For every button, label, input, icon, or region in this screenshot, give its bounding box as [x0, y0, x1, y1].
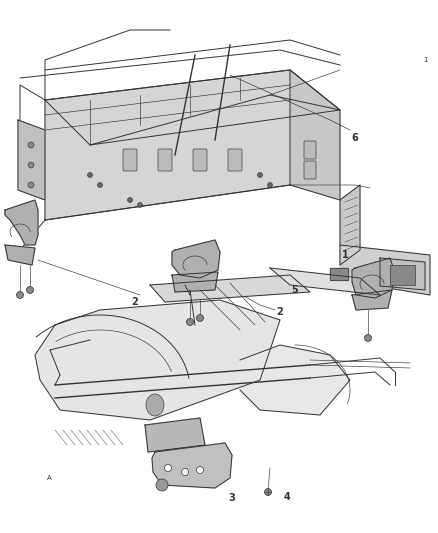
Polygon shape	[172, 240, 220, 278]
Text: 1: 1	[342, 250, 348, 260]
Polygon shape	[45, 70, 340, 145]
Polygon shape	[380, 258, 425, 290]
Polygon shape	[5, 245, 35, 265]
Ellipse shape	[28, 182, 34, 188]
Text: 2: 2	[277, 307, 283, 317]
Polygon shape	[172, 272, 218, 292]
Polygon shape	[330, 268, 348, 280]
Ellipse shape	[146, 394, 164, 416]
Ellipse shape	[197, 466, 204, 473]
Text: 2: 2	[132, 297, 138, 307]
Ellipse shape	[98, 182, 102, 188]
Ellipse shape	[138, 203, 142, 207]
FancyBboxPatch shape	[390, 265, 415, 285]
Ellipse shape	[127, 198, 133, 203]
Polygon shape	[270, 268, 380, 295]
Polygon shape	[340, 245, 430, 295]
Polygon shape	[35, 300, 280, 420]
Text: A: A	[47, 475, 52, 481]
Ellipse shape	[88, 173, 92, 177]
FancyBboxPatch shape	[228, 149, 242, 171]
FancyBboxPatch shape	[304, 141, 316, 159]
Polygon shape	[340, 185, 360, 265]
Polygon shape	[290, 70, 340, 200]
Polygon shape	[152, 443, 232, 488]
Text: 4: 4	[284, 492, 290, 502]
Polygon shape	[150, 275, 310, 302]
Polygon shape	[45, 70, 290, 220]
Polygon shape	[145, 418, 205, 452]
Ellipse shape	[181, 469, 188, 475]
Polygon shape	[352, 290, 392, 310]
Ellipse shape	[197, 314, 204, 321]
Polygon shape	[5, 200, 38, 245]
Ellipse shape	[265, 489, 272, 496]
Polygon shape	[240, 345, 350, 415]
FancyBboxPatch shape	[304, 161, 316, 179]
Ellipse shape	[156, 479, 168, 491]
Ellipse shape	[28, 162, 34, 168]
Polygon shape	[18, 120, 45, 200]
Text: 3: 3	[229, 493, 235, 503]
Polygon shape	[352, 258, 394, 298]
Ellipse shape	[268, 182, 272, 188]
Ellipse shape	[17, 292, 24, 298]
Text: 5: 5	[292, 285, 298, 295]
Ellipse shape	[28, 142, 34, 148]
Ellipse shape	[187, 319, 194, 326]
FancyBboxPatch shape	[193, 149, 207, 171]
Ellipse shape	[364, 335, 371, 342]
Ellipse shape	[258, 173, 262, 177]
Ellipse shape	[27, 287, 33, 294]
Text: 1: 1	[423, 57, 427, 63]
FancyBboxPatch shape	[158, 149, 172, 171]
FancyBboxPatch shape	[123, 149, 137, 171]
Text: 6: 6	[352, 133, 358, 143]
Ellipse shape	[165, 464, 172, 472]
